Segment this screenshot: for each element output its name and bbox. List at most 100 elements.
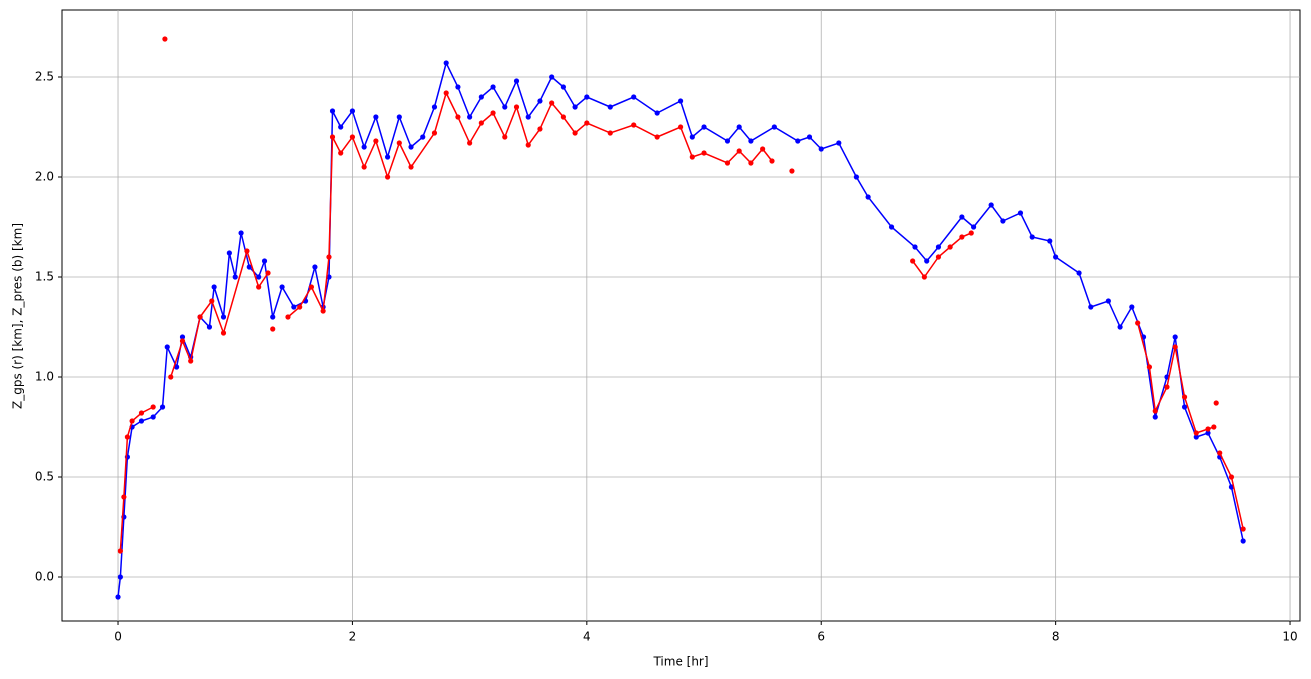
marker — [431, 104, 438, 110]
marker — [279, 284, 285, 290]
marker — [1152, 408, 1158, 414]
marker — [384, 174, 391, 180]
marker — [159, 404, 166, 410]
marker — [117, 548, 123, 554]
marker — [209, 298, 215, 304]
marker — [443, 90, 449, 96]
marker — [1205, 426, 1211, 432]
x-tick-label: 0 — [114, 630, 122, 644]
marker — [959, 234, 965, 240]
marker — [1181, 394, 1188, 400]
marker — [525, 142, 531, 148]
marker — [572, 104, 578, 110]
marker — [244, 248, 250, 254]
marker — [631, 94, 637, 100]
marker — [584, 94, 590, 100]
marker — [1181, 404, 1188, 410]
marker — [560, 114, 566, 120]
marker — [270, 314, 276, 320]
marker — [724, 160, 731, 166]
marker — [490, 84, 496, 90]
marker — [117, 574, 123, 580]
marker — [1228, 474, 1235, 480]
marker — [373, 114, 379, 120]
marker — [179, 334, 186, 340]
marker — [188, 358, 194, 364]
marker — [1053, 254, 1059, 260]
marker — [174, 364, 180, 370]
marker — [959, 214, 965, 220]
marker — [256, 284, 262, 290]
marker — [1240, 538, 1246, 544]
marker — [818, 146, 824, 152]
marker — [806, 134, 813, 140]
line — [287, 90, 773, 318]
marker — [443, 60, 449, 66]
marker — [537, 126, 543, 132]
marker — [261, 258, 268, 264]
marker — [138, 410, 145, 416]
marker — [970, 224, 977, 230]
marker — [129, 418, 135, 424]
marker — [124, 434, 130, 440]
y-tick-label: 0.0 — [35, 570, 54, 584]
marker — [1193, 434, 1199, 440]
marker — [490, 110, 496, 116]
x-tick-label: 4 — [583, 630, 591, 644]
marker — [1172, 344, 1178, 350]
marker — [1117, 324, 1123, 330]
marker — [1240, 526, 1246, 532]
marker — [320, 308, 326, 314]
marker — [431, 130, 438, 136]
marker — [138, 418, 145, 424]
marker — [1217, 450, 1223, 456]
marker — [1164, 384, 1170, 390]
marker — [206, 324, 213, 330]
marker — [795, 138, 801, 144]
marker — [478, 94, 484, 100]
marker — [408, 164, 414, 170]
x-axis-label: Time [hr] — [652, 655, 708, 669]
marker — [549, 100, 555, 106]
marker — [607, 104, 613, 110]
marker — [408, 144, 414, 150]
marker — [338, 124, 344, 130]
marker — [1211, 424, 1217, 430]
marker — [853, 174, 859, 180]
marker — [297, 304, 303, 310]
marker — [537, 98, 543, 104]
marker — [285, 314, 291, 320]
marker — [115, 594, 121, 600]
marker — [226, 250, 232, 256]
marker — [162, 36, 168, 42]
marker — [326, 254, 332, 260]
y-tick-label: 1.0 — [35, 370, 54, 384]
marker — [197, 314, 203, 320]
marker — [220, 314, 227, 320]
marker — [584, 120, 590, 126]
marker — [654, 110, 660, 116]
marker — [1129, 304, 1135, 310]
marker — [220, 330, 227, 336]
marker — [924, 258, 930, 264]
marker — [1152, 414, 1158, 420]
x-tick-label: 6 — [817, 630, 825, 644]
marker — [467, 140, 473, 146]
marker — [396, 114, 402, 120]
marker — [935, 244, 942, 250]
marker — [349, 134, 356, 140]
marker — [689, 134, 695, 140]
marker — [168, 374, 174, 380]
marker — [1047, 238, 1053, 244]
marker — [748, 160, 754, 166]
marker — [164, 344, 170, 350]
marker — [349, 108, 356, 114]
marker — [921, 274, 927, 280]
marker — [396, 140, 402, 146]
marker — [560, 84, 566, 90]
marker — [607, 130, 613, 136]
marker — [513, 104, 520, 110]
marker — [701, 124, 707, 130]
plot-frame — [61, 9, 1301, 622]
